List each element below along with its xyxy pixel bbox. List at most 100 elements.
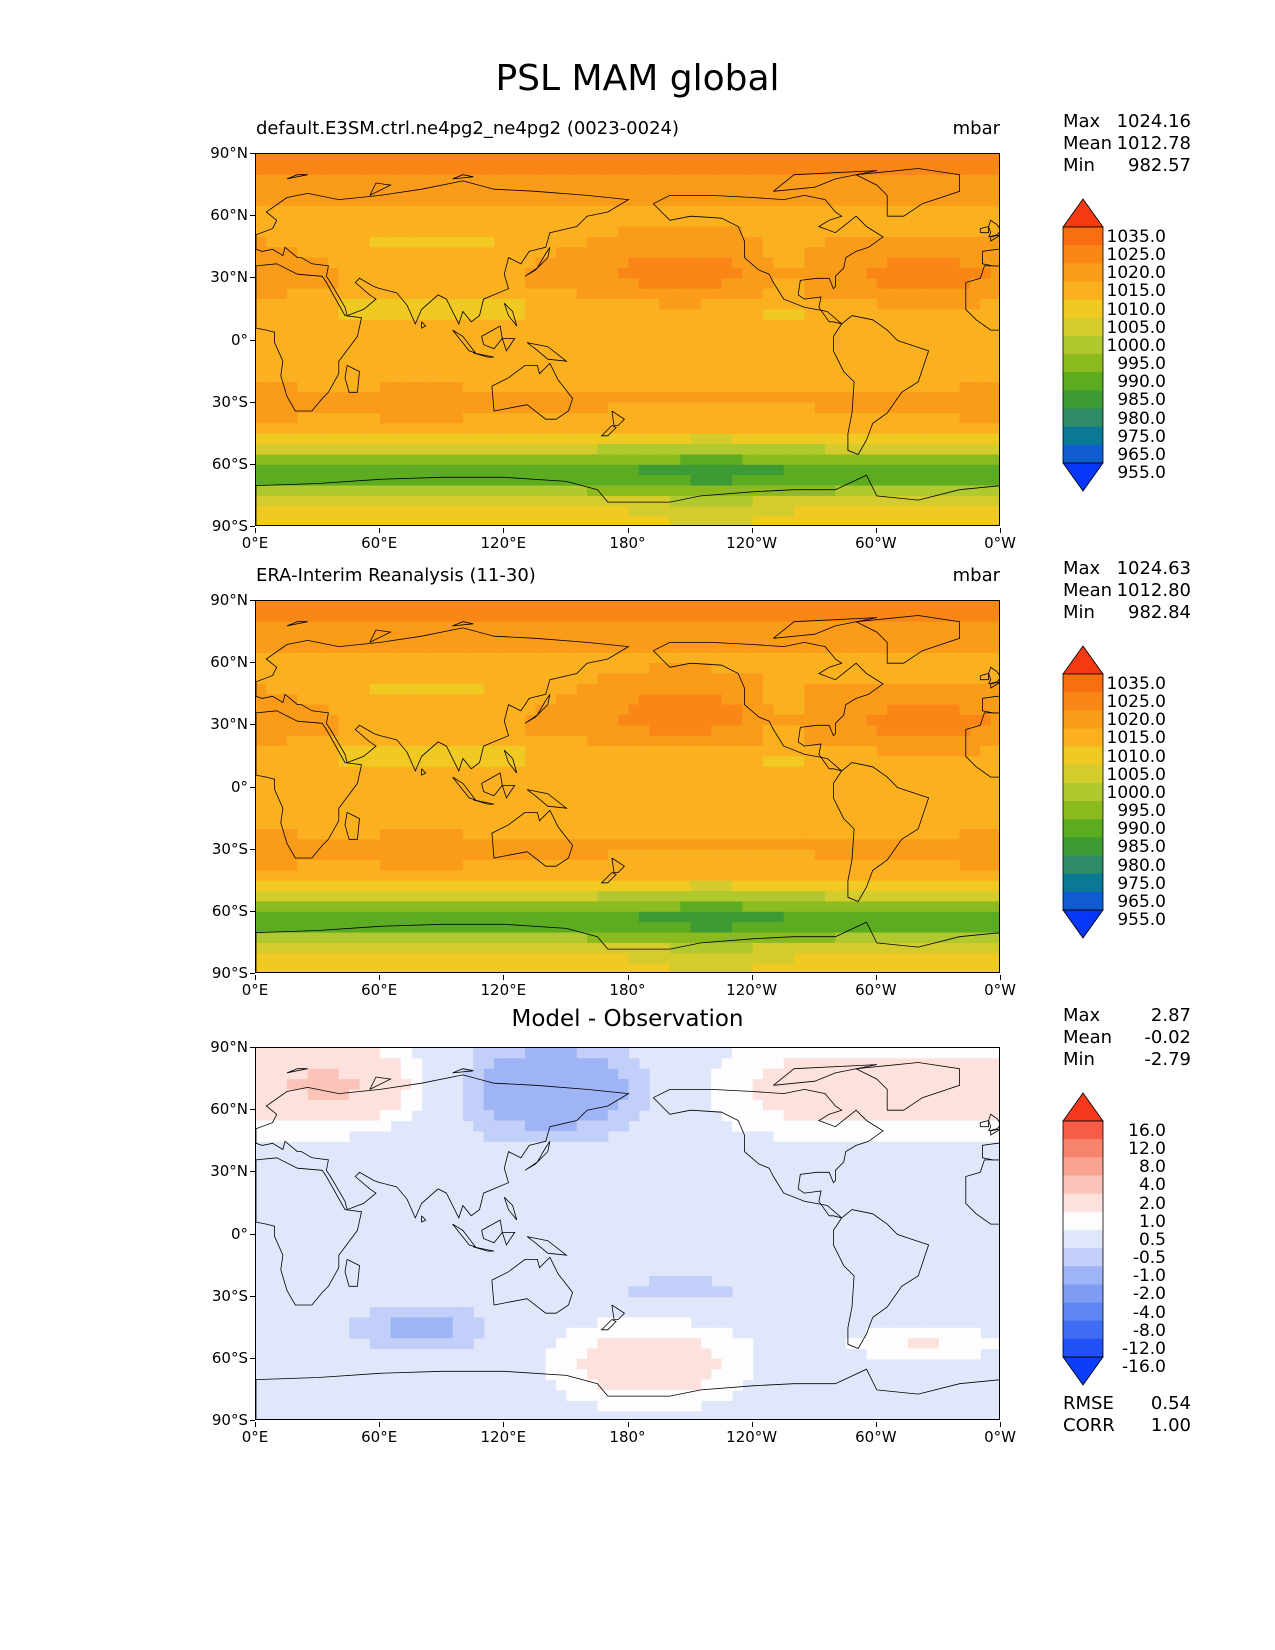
psl-cell: [359, 704, 371, 716]
psl-cell: [649, 860, 661, 871]
psl-cell: [369, 350, 381, 362]
psl-cell: [307, 673, 319, 685]
psl-cell: [804, 839, 816, 851]
psl-cell: [411, 694, 423, 706]
psl-cell: [390, 257, 402, 269]
psl-cell: [349, 818, 361, 830]
psl-cell: [493, 901, 505, 913]
psl-cell: [411, 154, 423, 165]
psl-cell: [369, 714, 381, 726]
psl-cell: [307, 601, 319, 612]
psl-cell: [566, 621, 578, 633]
psl-cell: [711, 361, 723, 373]
psl-cell: [452, 808, 464, 820]
psl-cell: [504, 870, 516, 882]
psl-cell: [411, 164, 423, 176]
psl-cell: [907, 402, 919, 414]
psl-cell: [256, 361, 267, 373]
psl-cell: [462, 735, 474, 747]
psl-cell: [380, 195, 392, 207]
psl-cell: [814, 174, 826, 186]
psl-cell: [576, 236, 588, 248]
psl-cell: [400, 423, 412, 435]
psl-cell: [556, 485, 568, 497]
psl-cell: [411, 506, 423, 518]
psl-cell: [349, 495, 361, 507]
psl-cell: [338, 808, 350, 820]
psl-cell: [369, 601, 381, 612]
psl-cell: [349, 195, 361, 207]
psl-cell: [752, 849, 764, 861]
psl-cell: [804, 464, 816, 476]
psl-cell: [566, 454, 578, 466]
psl-cell: [297, 444, 309, 456]
psl-cell: [514, 495, 526, 507]
psl-cell: [618, 683, 630, 695]
psl-cell: [318, 777, 330, 789]
psl-cell: [969, 642, 981, 654]
psl-cell: [359, 309, 371, 321]
psl-cell: [369, 756, 381, 768]
psl-cell: [969, 495, 981, 507]
psl-cell: [959, 746, 971, 758]
psl-cell: [400, 257, 412, 269]
psl-cell: [690, 611, 702, 623]
psl-cell: [773, 475, 785, 487]
psl-cell: [462, 632, 474, 644]
psl-cell: [587, 288, 599, 300]
psl-cell: [421, 185, 433, 197]
psl-cell: [669, 880, 681, 892]
psl-cell: [866, 839, 878, 851]
psl-cell: [773, 402, 785, 414]
psl-cell: [783, 195, 795, 207]
psl-cell: [783, 735, 795, 747]
psl-cell: [535, 247, 547, 259]
psl-cell: [980, 485, 992, 497]
psl-cell: [938, 195, 950, 207]
psl-cell: [400, 278, 412, 290]
psl-cell: [287, 475, 298, 487]
psl-cell: [814, 216, 826, 228]
psl-cell: [452, 444, 464, 456]
psl-cell: [794, 288, 806, 300]
psl-cell: [907, 247, 919, 259]
psl-cell: [442, 849, 454, 861]
psl-cell: [597, 818, 609, 830]
psl-cell: [907, 766, 919, 778]
psl-cell: [618, 402, 630, 414]
psl-cell: [452, 849, 464, 861]
psl-cell: [731, 860, 743, 871]
psl-cell: [390, 621, 402, 633]
psl-cell: [752, 601, 764, 612]
psl-cell: [256, 299, 267, 311]
psl-cell: [721, 350, 733, 362]
psl-cell: [318, 319, 330, 331]
psl-cell: [990, 891, 999, 903]
psl-cell: [297, 849, 309, 861]
psl-cell: [649, 350, 661, 362]
psl-cell: [328, 642, 340, 654]
psl-cell: [825, 278, 837, 290]
psl-cell: [349, 205, 361, 217]
psl-cell: [649, 901, 661, 913]
psl-cell: [897, 516, 909, 525]
psl-cell: [400, 340, 412, 352]
psl-cell: [928, 444, 940, 456]
psl-cell: [876, 330, 888, 342]
psl-cell: [980, 299, 992, 311]
psl-cell: [856, 299, 868, 311]
psl-cell: [504, 267, 516, 279]
psl-cell: [876, 756, 888, 768]
psl-cell: [297, 164, 309, 176]
psl-cell: [763, 746, 774, 758]
psl-cell: [452, 766, 464, 778]
psl-cell: [845, 725, 857, 737]
psl-cell: [752, 485, 764, 497]
psl-cell: [835, 797, 847, 809]
psl-cell: [504, 756, 516, 768]
psl-cell: [690, 423, 702, 435]
psl-cell: [794, 849, 806, 861]
psl-cell: [400, 694, 412, 706]
psl-cell: [680, 340, 692, 352]
psl-cell: [959, 818, 971, 830]
